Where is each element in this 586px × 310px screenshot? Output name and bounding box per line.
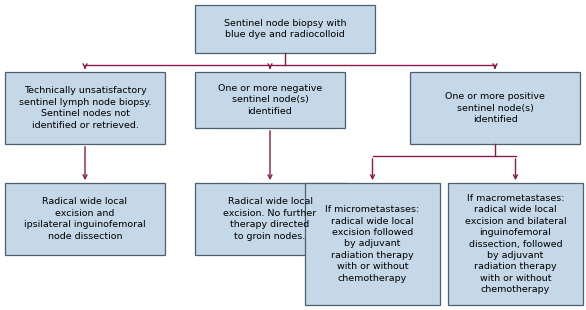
FancyBboxPatch shape (448, 183, 583, 305)
FancyBboxPatch shape (195, 72, 345, 128)
FancyBboxPatch shape (410, 72, 580, 144)
FancyBboxPatch shape (305, 183, 440, 305)
Text: Sentinel node biopsy with
blue dye and radiocolloid: Sentinel node biopsy with blue dye and r… (224, 19, 346, 39)
FancyBboxPatch shape (195, 5, 375, 53)
Text: One or more negative
sentinel node(s)
identified: One or more negative sentinel node(s) id… (218, 84, 322, 116)
Text: Radical wide local
excision and
ipsilateral inguinofemoral
node dissection: Radical wide local excision and ipsilate… (24, 197, 146, 241)
Text: Technically unsatisfactory
sentinel lymph node biopsy.
Sentinel nodes not
identi: Technically unsatisfactory sentinel lymp… (19, 86, 151, 130)
Text: If micrometastases:
radical wide local
excision followed
by adjuvant
radiation t: If micrometastases: radical wide local e… (325, 205, 420, 283)
Text: One or more positive
sentinel node(s)
identified: One or more positive sentinel node(s) id… (445, 92, 545, 124)
FancyBboxPatch shape (5, 183, 165, 255)
FancyBboxPatch shape (5, 72, 165, 144)
Text: If macrometastases:
radical wide local
excision and bilateral
inguinofemoral
dis: If macrometastases: radical wide local e… (465, 194, 566, 294)
FancyBboxPatch shape (195, 183, 345, 255)
Text: Radical wide local
excision. No further
therapy directed
to groin nodes.: Radical wide local excision. No further … (223, 197, 316, 241)
